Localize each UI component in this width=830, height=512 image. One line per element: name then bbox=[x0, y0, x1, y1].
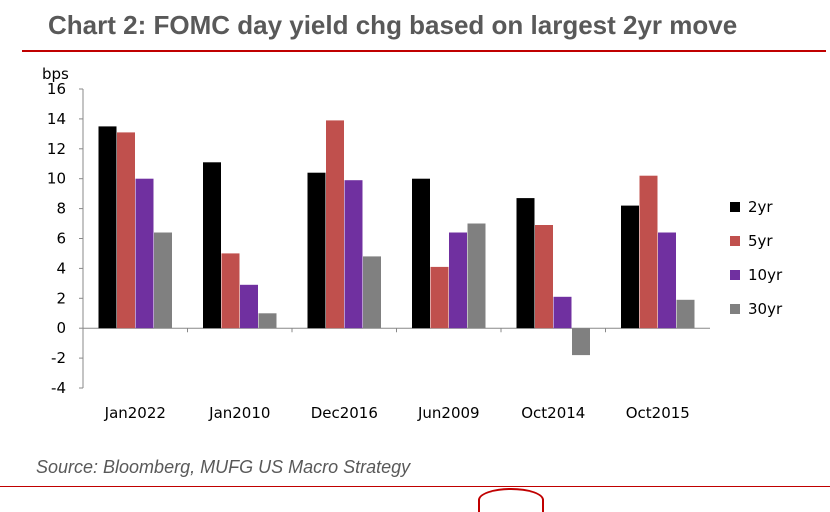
bar-chart: bps 16 14 12 10 8 6 4 2 0 -2 -4 Jan2022 Jan2010 Dec2… bbox=[42, 65, 710, 422]
bar-Jan2010-10yr bbox=[240, 284, 258, 329]
legend-item-5yr: 5yr bbox=[730, 224, 782, 258]
bar-Jan2022-30yr bbox=[154, 232, 172, 329]
y-tick-label-0: 16 bbox=[47, 80, 66, 98]
category-label-Oct2014: Oct2014 bbox=[521, 404, 585, 422]
bar-Jun2009-2yr bbox=[412, 178, 430, 329]
bar-Dec2016-10yr bbox=[344, 180, 363, 329]
bar-Jan2010-2yr bbox=[203, 162, 221, 329]
bar-Jun2009-5yr bbox=[430, 266, 449, 329]
footer-rule bbox=[0, 486, 830, 487]
legend-swatch-2yr bbox=[730, 202, 740, 212]
bar-Oct2014-5yr bbox=[535, 225, 553, 329]
bar-Jun2009-10yr bbox=[449, 232, 467, 329]
y-tick-label-8: 0 bbox=[56, 319, 66, 337]
legend-label-10yr: 10yr bbox=[748, 266, 783, 284]
chart-title: Chart 2: FOMC day yield chg based on lar… bbox=[48, 10, 738, 40]
y-tick-label-10: -4 bbox=[51, 379, 66, 397]
legend-label-30yr: 30yr bbox=[748, 300, 783, 318]
chart-axes bbox=[82, 89, 710, 388]
bar-Oct2014-10yr bbox=[553, 296, 572, 329]
y-tick-label-3: 10 bbox=[47, 170, 66, 188]
x-axis-categories: Jan2022 Jan2010 Dec2016 Jun2009 Oct2014 Oct20… bbox=[104, 328, 690, 422]
bar-Jan2010-30yr bbox=[258, 313, 277, 329]
legend-swatch-30yr bbox=[730, 304, 740, 314]
chart-bars bbox=[98, 120, 695, 356]
bar-Jun2009-30yr bbox=[467, 223, 486, 329]
legend-swatch-10yr bbox=[730, 270, 740, 280]
bar-Dec2016-5yr bbox=[326, 120, 344, 329]
y-tick-label-5: 6 bbox=[56, 230, 66, 248]
chart-legend: 2yr 5yr 10yr 30yr bbox=[730, 190, 782, 326]
legend-swatch-5yr bbox=[730, 236, 740, 246]
y-axis-ticks: 16 14 12 10 8 6 4 2 0 -2 -4 bbox=[47, 80, 83, 397]
bar-Jan2022-5yr bbox=[117, 132, 135, 329]
y-tick-label-1: 14 bbox=[47, 110, 66, 128]
category-label-Jan2010: Jan2010 bbox=[208, 404, 270, 422]
bar-Jan2022-10yr bbox=[135, 178, 154, 329]
y-tick-label-7: 2 bbox=[56, 289, 66, 307]
y-axis-label: bps bbox=[42, 65, 69, 83]
y-tick-label-4: 8 bbox=[56, 200, 66, 218]
bar-Dec2016-30yr bbox=[363, 256, 381, 329]
bar-Jan2010-5yr bbox=[221, 253, 240, 329]
mufg-logo-icon bbox=[478, 488, 544, 512]
category-label-Oct2015: Oct2015 bbox=[626, 404, 690, 422]
bar-Oct2014-30yr bbox=[572, 328, 590, 356]
bar-Jan2022-2yr bbox=[98, 126, 117, 329]
bar-Oct2014-2yr bbox=[516, 198, 535, 329]
title-underline bbox=[22, 50, 826, 52]
legend-label-2yr: 2yr bbox=[748, 198, 773, 216]
category-label-Dec2016: Dec2016 bbox=[311, 404, 378, 422]
bar-Oct2015-5yr bbox=[639, 175, 658, 329]
category-label-Jan2022: Jan2022 bbox=[104, 404, 166, 422]
legend-item-2yr: 2yr bbox=[730, 190, 782, 224]
y-tick-label-9: -2 bbox=[51, 349, 66, 367]
y-tick-label-2: 12 bbox=[47, 140, 66, 158]
bar-Oct2015-2yr bbox=[621, 205, 639, 329]
bar-Oct2015-30yr bbox=[676, 299, 695, 329]
y-tick-label-6: 4 bbox=[56, 259, 66, 277]
legend-item-30yr: 30yr bbox=[730, 292, 782, 326]
legend-label-5yr: 5yr bbox=[748, 232, 773, 250]
bar-Oct2015-10yr bbox=[658, 232, 676, 329]
source-note: Source: Bloomberg, MUFG US Macro Strateg… bbox=[36, 457, 411, 477]
bar-Dec2016-2yr bbox=[307, 172, 326, 329]
category-label-Jun2009: Jun2009 bbox=[417, 404, 480, 422]
legend-item-10yr: 10yr bbox=[730, 258, 782, 292]
